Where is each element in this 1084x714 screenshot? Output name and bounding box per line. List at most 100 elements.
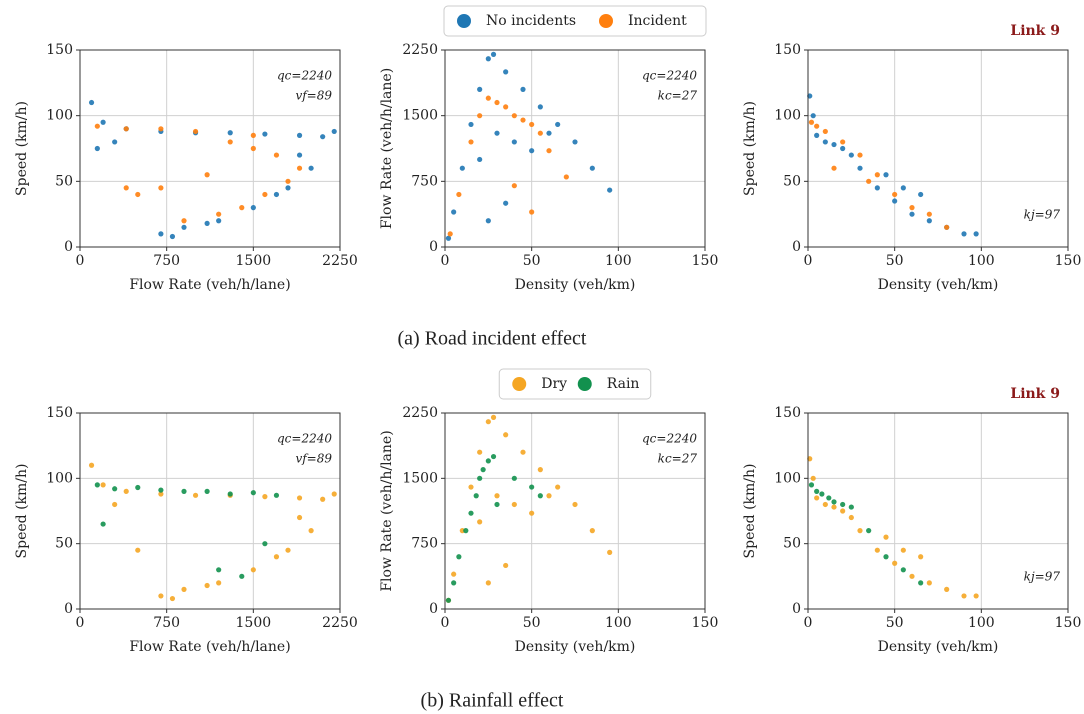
point <box>239 573 245 579</box>
annotation: vf=89 <box>295 89 332 103</box>
point <box>485 580 491 586</box>
point <box>572 139 578 145</box>
point <box>511 139 517 145</box>
y-axis-label: Flow Rate (veh/h/lane) <box>379 430 395 591</box>
x-tick-label: 150 <box>692 253 719 269</box>
point <box>537 493 543 499</box>
point <box>459 165 465 171</box>
point <box>94 145 100 152</box>
legend-label: Dry <box>541 376 567 392</box>
y-tick-label: 750 <box>411 173 438 189</box>
point <box>250 567 256 573</box>
point <box>468 121 474 128</box>
y-tick-label: 100 <box>46 108 73 124</box>
annotation: kj=97 <box>1024 208 1061 222</box>
point <box>477 156 483 163</box>
x-tick-label: 100 <box>605 615 632 631</box>
point <box>204 172 210 178</box>
point <box>112 139 118 145</box>
point <box>490 51 497 57</box>
point <box>158 487 164 493</box>
point <box>227 139 233 145</box>
annotation: qc=2240 <box>277 432 332 446</box>
y-tick-label: 0 <box>792 601 801 617</box>
point <box>331 491 337 497</box>
annotation: kc=27 <box>658 452 698 466</box>
point <box>808 119 815 125</box>
point <box>944 586 950 593</box>
point <box>831 141 837 148</box>
legend-marker <box>577 377 592 391</box>
point <box>273 492 280 498</box>
point <box>473 493 479 499</box>
point <box>468 484 474 490</box>
point <box>808 482 815 488</box>
point <box>123 126 129 132</box>
point <box>900 185 906 191</box>
point <box>848 514 854 521</box>
point <box>529 484 535 490</box>
axes-frame <box>444 49 706 248</box>
point <box>810 113 816 119</box>
point <box>216 211 222 217</box>
point <box>814 488 820 494</box>
point <box>285 547 291 553</box>
y-tick-label: 50 <box>783 173 801 189</box>
point <box>227 491 233 497</box>
annotation: kc=27 <box>658 89 698 103</box>
point <box>158 126 164 132</box>
point <box>123 488 129 494</box>
point <box>100 119 106 125</box>
point <box>100 482 106 488</box>
point <box>503 69 509 75</box>
point <box>822 128 828 135</box>
point <box>451 209 457 215</box>
point <box>308 165 314 171</box>
y-tick-label: 750 <box>411 536 438 552</box>
point <box>296 514 303 521</box>
point <box>831 504 837 510</box>
point <box>477 113 483 119</box>
x-tick-label: 0 <box>804 253 813 269</box>
point <box>477 475 483 481</box>
point <box>503 104 509 110</box>
point <box>112 501 118 508</box>
point <box>874 547 880 553</box>
y-tick-label: 2250 <box>402 405 438 421</box>
point <box>216 218 222 224</box>
x-tick-label: 1500 <box>236 253 272 269</box>
x-axis-label: Density (veh/km) <box>515 639 636 655</box>
x-tick-label: 0 <box>804 615 813 631</box>
point <box>485 95 491 101</box>
point <box>169 233 176 240</box>
point <box>848 504 854 510</box>
point <box>204 488 210 494</box>
point <box>822 501 828 508</box>
point <box>262 131 268 137</box>
point <box>926 218 932 224</box>
point <box>123 185 129 191</box>
legend-marker <box>512 377 527 391</box>
point <box>944 224 950 230</box>
point <box>262 494 268 500</box>
point <box>485 56 491 62</box>
point <box>607 549 613 555</box>
point <box>490 414 497 420</box>
point <box>192 492 199 498</box>
point <box>273 152 280 158</box>
point <box>135 191 141 198</box>
point <box>273 554 280 560</box>
point <box>511 113 517 119</box>
x-tick-label: 50 <box>523 253 541 269</box>
point <box>158 593 164 599</box>
point <box>490 453 497 460</box>
point <box>250 205 256 211</box>
axes-frame <box>807 412 1069 610</box>
point <box>961 593 967 599</box>
point <box>94 482 100 488</box>
point <box>831 499 837 505</box>
point <box>285 178 291 184</box>
point <box>892 198 898 204</box>
legend-box <box>498 368 652 400</box>
annotation: qc=2240 <box>277 69 332 83</box>
